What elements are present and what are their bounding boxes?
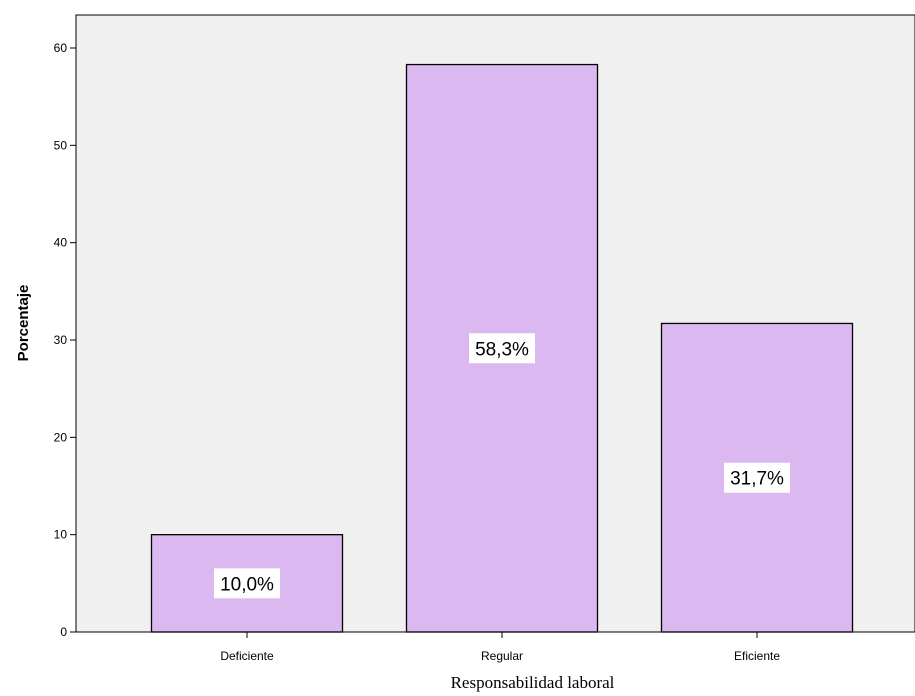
y-tick-label: 60	[54, 41, 68, 55]
y-tick-label: 20	[54, 430, 68, 444]
y-axis-title: Porcentaje	[15, 285, 32, 362]
x-axis-title: Responsabilidad laboral	[450, 673, 615, 692]
x-tick-label-eficiente: Eficiente	[734, 649, 780, 663]
data-label-box	[469, 333, 535, 364]
y-tick-label: 10	[54, 528, 68, 542]
x-tick-label-regular: Regular	[481, 649, 523, 663]
bars: 10,0% 58,3% 31,7%	[150, 63, 854, 633]
y-axis: 0 10 20 30 40 50 60	[54, 15, 77, 639]
y-tick-label: 50	[54, 138, 68, 152]
y-tick-label: 0	[60, 625, 67, 639]
y-tick-label: 30	[54, 333, 68, 347]
data-label-box	[214, 568, 280, 599]
data-label-eficiente: 31,7%	[730, 469, 784, 490]
x-axis: Deficiente Regular Eficiente	[220, 632, 780, 663]
x-tick-label-deficiente: Deficiente	[220, 649, 274, 663]
data-label-deficiente: 10,0%	[220, 574, 274, 595]
y-tick-label: 40	[54, 236, 68, 250]
data-label-box	[724, 462, 790, 493]
data-label-regular: 58,3%	[475, 339, 529, 360]
